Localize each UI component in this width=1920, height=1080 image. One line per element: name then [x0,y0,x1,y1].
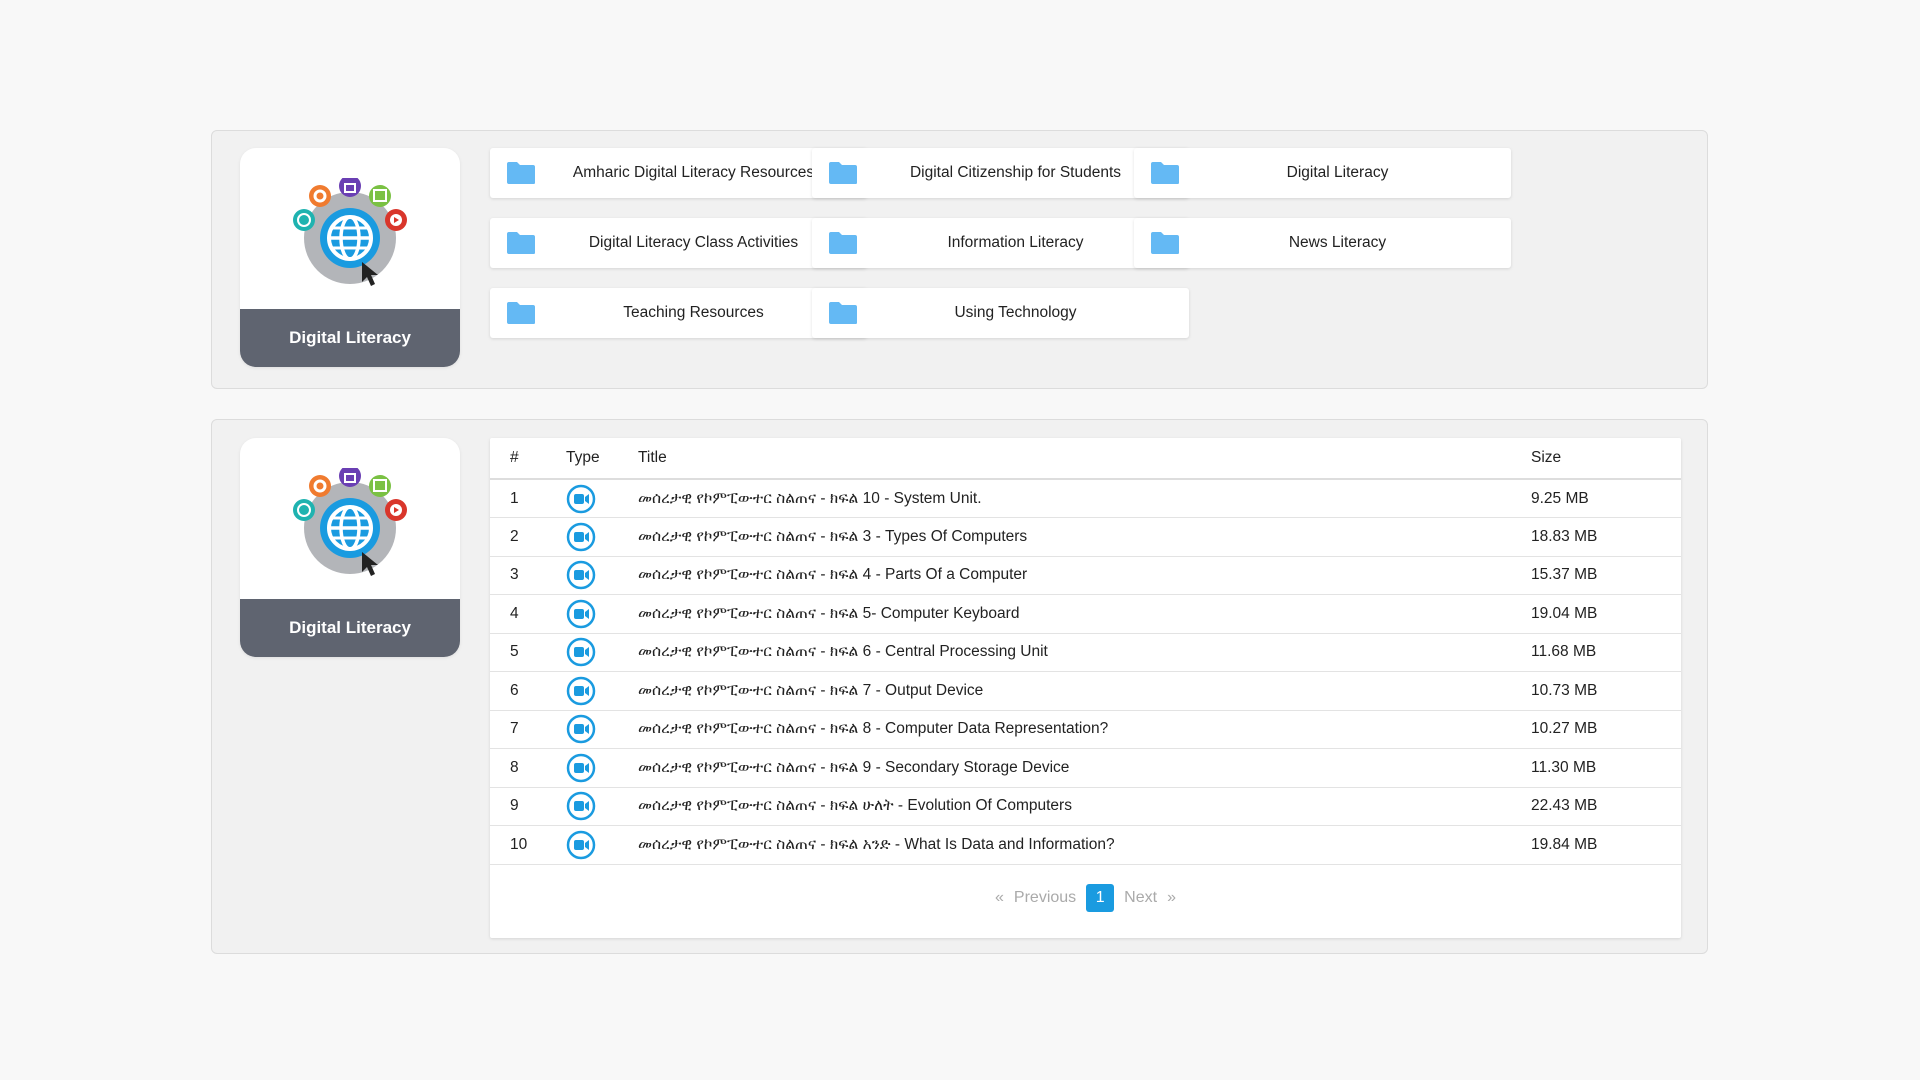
folders-panel: Digital Literacy Amharic Digital Literac… [211,130,1708,389]
file-title-link[interactable]: መሰረታዊ የኮምፒውተር ስልጠና - ክፍል ሁለት - Evolution… [638,787,1531,826]
table-row[interactable]: 8 መሰረታዊ የኮምፒውተር ስልጠና - ክፍል 9 - Secondary… [490,748,1681,788]
file-title-link[interactable]: መሰረታዊ የኮምፒውተር ስልጠና - ክፍል 10 - System Uni… [638,479,1531,518]
folder-button[interactable]: Information Literacy [812,218,1189,268]
table-row[interactable]: 7 መሰረታዊ የኮምፒውተር ስልጠና - ክፍል 8 - Computer … [490,710,1681,749]
pagination-next[interactable]: Next [1124,889,1158,906]
category-card[interactable]: Digital Literacy [240,148,460,367]
file-title-link[interactable]: መሰረታዊ የኮምፒውተር ስልጠና - ክፍል 5- Computer Key… [638,594,1531,634]
table-row[interactable]: 10 መሰረታዊ የኮምፒውተር ስልጠና - ክፍል አንድ - What I… [490,825,1681,865]
folder-button[interactable]: Amharic Digital Literacy Resources [490,148,867,198]
table-row[interactable]: 1 መሰረታዊ የኮምፒውተር ስልጠና - ክፍል 10 - System U… [490,479,1681,518]
folder-label: Digital Literacy Class Activities [588,234,799,251]
category-card-label: Digital Literacy [240,309,460,367]
row-number: 4 [490,594,566,634]
folder-label: Teaching Resources [623,304,764,321]
header-type: Type [566,438,638,480]
video-icon [566,599,596,628]
folder-label: Information Literacy [947,234,1084,251]
file-size: 19.84 MB [1531,825,1681,865]
row-number: 1 [490,479,566,518]
folder-icon [1151,162,1179,184]
file-size: 11.30 MB [1531,748,1681,788]
table-row[interactable]: 4 መሰረታዊ የኮምፒውተር ስልጠና - ክፍል 5- Computer K… [490,594,1681,634]
row-number: 7 [490,710,566,749]
folder-icon [829,232,857,254]
row-number: 2 [490,517,566,557]
folder-button[interactable]: Digital Citizenship for Students [812,148,1189,198]
folder-button[interactable]: Digital Literacy [1134,148,1511,198]
category-card[interactable]: Digital Literacy [240,438,460,657]
file-size: 9.25 MB [1531,479,1681,518]
row-number: 5 [490,633,566,672]
video-icon [566,676,596,705]
video-icon [566,715,596,744]
file-title-link[interactable]: መሰረታዊ የኮምፒውተር ስልጠና - ክፍል 6 - Central Pro… [638,633,1531,672]
folder-label: Digital Citizenship for Students [909,164,1122,181]
folder-label: Amharic Digital Literacy Resources [572,164,815,181]
folder-icon [507,232,535,254]
table-row[interactable]: 5 መሰረታዊ የኮምፒውተር ስልጠና - ክፍል 6 - Central P… [490,633,1681,672]
header-number: # [490,438,566,480]
folder-icon [829,302,857,324]
video-icon [566,830,596,859]
files-panel: Digital Literacy # Type Title Size 1 መሰረ… [211,419,1708,954]
file-size: 18.83 MB [1531,517,1681,557]
files-table: # Type Title Size 1 መሰረታዊ የኮምፒውተር ስልጠና -… [490,438,1681,865]
video-icon [566,792,596,821]
row-number: 3 [490,556,566,595]
file-title-link[interactable]: መሰረታዊ የኮምፒውተር ስልጠና - ክፍል 9 - Secondary S… [638,748,1531,788]
row-number: 10 [490,825,566,865]
table-row[interactable]: 2 መሰረታዊ የኮምፒውተር ስልጠና - ክፍል 3 - Types Of … [490,517,1681,557]
table-row[interactable]: 6 መሰረታዊ የኮምፒውተር ስልጠና - ክፍል 7 - Output De… [490,671,1681,711]
folder-label: Using Technology [954,304,1077,321]
folder-icon [829,162,857,184]
folder-icon [1151,232,1179,254]
folder-icon [507,162,535,184]
header-title: Title [638,438,1531,480]
file-size: 10.73 MB [1531,671,1681,711]
file-title-link[interactable]: መሰረታዊ የኮምፒውተር ስልጠና - ክፍል አንድ - What Is D… [638,825,1531,865]
file-title-link[interactable]: መሰረታዊ የኮምፒውተር ስልጠና - ክፍል 3 - Types Of Co… [638,517,1531,557]
digital-literacy-logo-icon [293,468,407,576]
header-size: Size [1531,438,1681,480]
pagination-last[interactable]: » [1167,889,1176,906]
folder-label: News Literacy [1288,234,1387,251]
table-row[interactable]: 9 መሰረታዊ የኮምፒውተር ስልጠና - ክፍል ሁለት - Evoluti… [490,787,1681,826]
video-icon [566,561,596,590]
file-size: 15.37 MB [1531,556,1681,595]
file-size: 11.68 MB [1531,633,1681,672]
pagination-page-current[interactable]: 1 [1086,884,1115,912]
folder-button[interactable]: Using Technology [812,288,1189,338]
file-size: 19.04 MB [1531,594,1681,634]
video-icon [566,638,596,667]
folder-label: Digital Literacy [1286,164,1389,181]
file-title-link[interactable]: መሰረታዊ የኮምፒውተር ስልጠና - ክፍል 7 - Output Devi… [638,671,1531,711]
category-card-label: Digital Literacy [240,599,460,657]
folder-button[interactable]: Digital Literacy Class Activities [490,218,867,268]
file-title-link[interactable]: መሰረታዊ የኮምፒውተር ስልጠና - ክፍል 4 - Parts Of a … [638,556,1531,595]
file-size: 22.43 MB [1531,787,1681,826]
row-number: 9 [490,787,566,826]
video-icon [566,522,596,551]
folder-icon [507,302,535,324]
pagination: « Previous 1 Next » [490,884,1681,912]
pagination-previous[interactable]: Previous [1013,889,1077,906]
digital-literacy-logo-icon [293,178,407,286]
files-table-container: # Type Title Size 1 መሰረታዊ የኮምፒውተር ስልጠና -… [490,438,1681,938]
row-number: 6 [490,671,566,711]
row-number: 8 [490,748,566,788]
video-icon [566,484,596,513]
video-icon [566,753,596,782]
folder-button[interactable]: Teaching Resources [490,288,867,338]
table-row[interactable]: 3 መሰረታዊ የኮምፒውተር ስልጠና - ክፍል 4 - Parts Of … [490,556,1681,595]
pagination-first[interactable]: « [995,889,1004,906]
folder-button[interactable]: News Literacy [1134,218,1511,268]
file-size: 10.27 MB [1531,710,1681,749]
file-title-link[interactable]: መሰረታዊ የኮምፒውተር ስልጠና - ክፍል 8 - Computer Da… [638,710,1531,749]
